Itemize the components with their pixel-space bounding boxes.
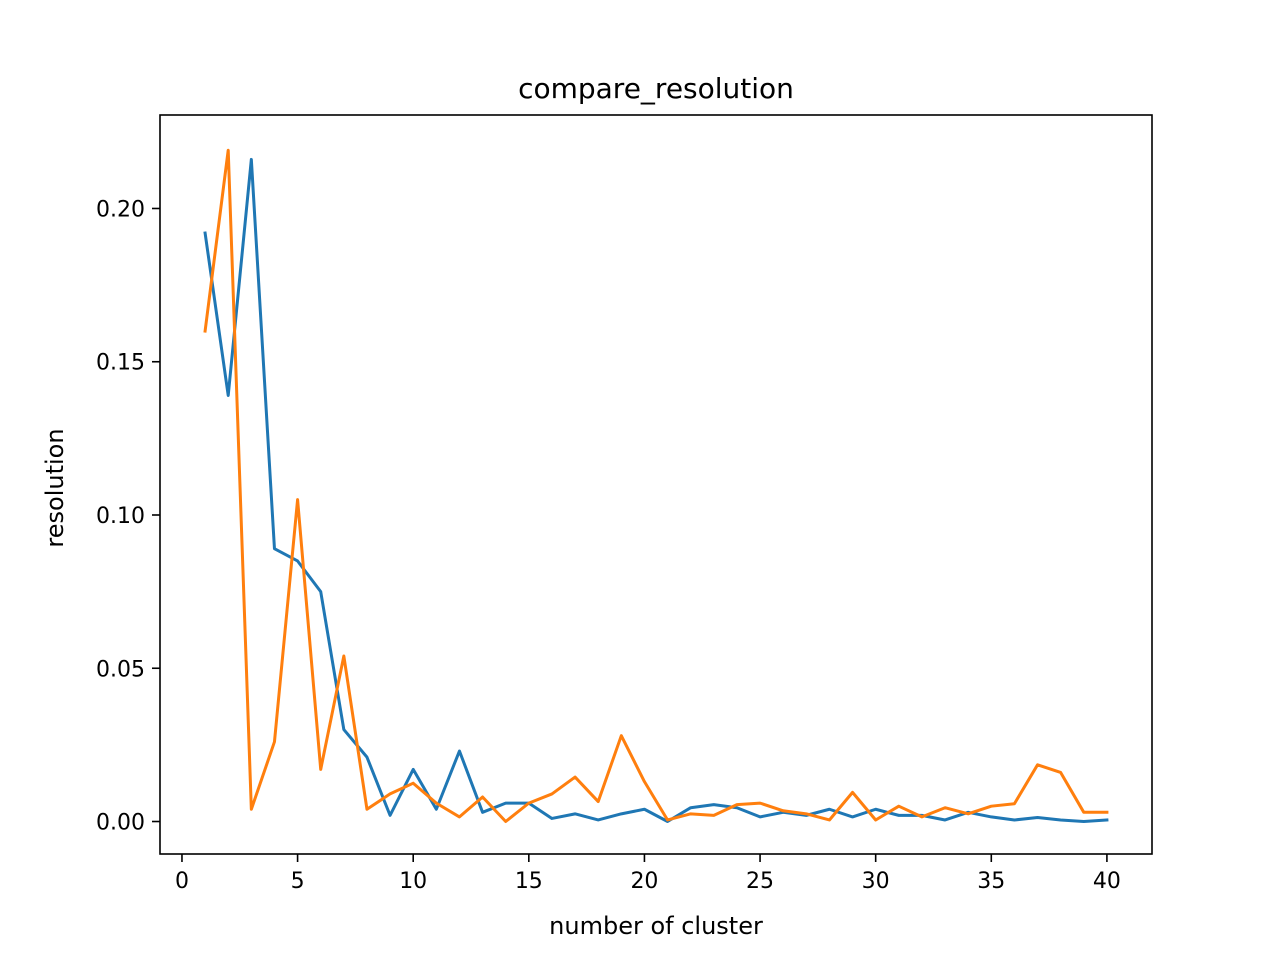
x-tick-label: 30 (862, 869, 890, 894)
x-tick-label: 35 (977, 869, 1005, 894)
y-axis: 0.00 0.05 0.10 0.15 0.20 (96, 197, 160, 836)
series-layer (203, 148, 1109, 824)
x-axis-label: number of cluster (549, 912, 763, 940)
x-tick-label: 0 (175, 869, 189, 894)
series-line-1 (203, 157, 1109, 824)
x-tick-label: 15 (515, 869, 543, 894)
y-tick-label: 0.00 (96, 811, 145, 836)
y-tick-label: 0.20 (96, 197, 145, 222)
y-tick-label: 0.10 (96, 504, 145, 529)
chart-title: compare_resolution (518, 72, 794, 105)
x-tick-label: 10 (399, 869, 427, 894)
y-axis-label: resolution (41, 428, 69, 547)
x-tick-label: 40 (1093, 869, 1121, 894)
x-tick-label: 25 (746, 869, 774, 894)
series-line-2 (203, 148, 1109, 824)
x-tick-label: 20 (630, 869, 658, 894)
y-tick-label: 0.15 (96, 351, 145, 376)
x-tick-label: 5 (291, 869, 305, 894)
y-tick-label: 0.05 (96, 657, 145, 682)
plot-frame (159, 114, 1153, 855)
x-axis: 0 5 10 15 20 25 30 35 40 (175, 854, 1121, 894)
